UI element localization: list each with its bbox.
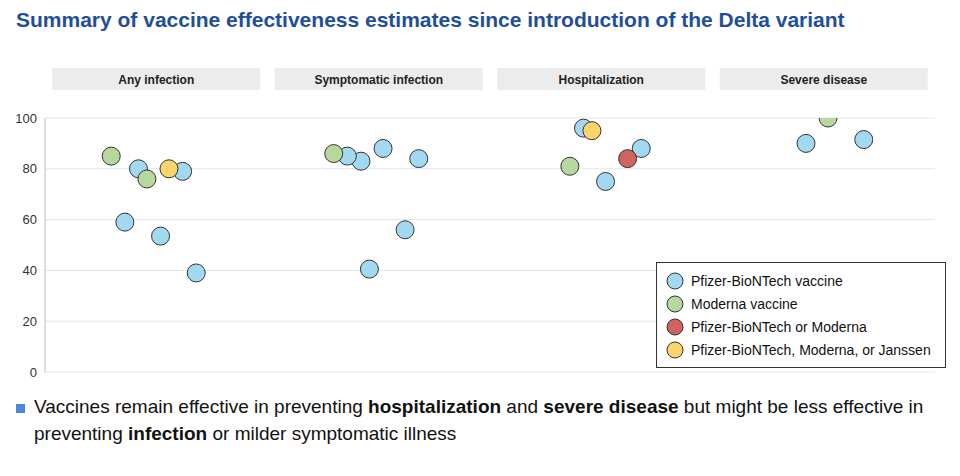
- html-text:Summary of vaccine effectivene: Summary of vaccine effectiveness estimat…: [16, 8, 845, 31]
- html-text:Vaccines remain effective in p: Vaccines remain effective in preventing …: [34, 396, 924, 444]
- svg-text:80: 80: [23, 161, 37, 176]
- html-text:Moderna vaccine: Moderna vaccine: [691, 295, 798, 312]
- svg-text:Symptomatic infection: Symptomatic infection: [314, 73, 443, 87]
- html-text:Pfizer-BioNTech or Moderna: Pfizer-BioNTech or Moderna: [691, 318, 867, 335]
- html-text:Pfizer-BioNTech, Moderna, or J: Pfizer-BioNTech, Moderna, or Janssen: [691, 341, 931, 358]
- svg-text:100: 100: [15, 111, 37, 126]
- svg-text:0: 0: [30, 365, 37, 380]
- svg-text:20: 20: [23, 314, 37, 329]
- html-text:Pfizer-BioNTech vaccine: Pfizer-BioNTech vaccine: [691, 272, 843, 289]
- svg-text:Any infection: Any infection: [118, 73, 194, 87]
- svg-text:60: 60: [23, 212, 37, 227]
- svg-text:Hospitalization: Hospitalization: [559, 73, 644, 87]
- svg-text:40: 40: [23, 263, 37, 278]
- svg-text:Severe disease: Severe disease: [780, 73, 867, 87]
